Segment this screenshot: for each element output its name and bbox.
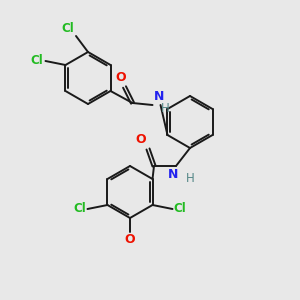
Text: H: H: [186, 172, 195, 185]
Text: O: O: [115, 71, 126, 84]
Text: Cl: Cl: [173, 202, 186, 215]
Text: Cl: Cl: [31, 55, 44, 68]
Text: N: N: [168, 168, 178, 181]
Text: N: N: [154, 90, 164, 103]
Text: O: O: [136, 133, 146, 146]
Text: O: O: [125, 233, 135, 246]
Text: Cl: Cl: [74, 202, 86, 215]
Text: Cl: Cl: [61, 22, 74, 35]
Text: H: H: [160, 101, 169, 115]
